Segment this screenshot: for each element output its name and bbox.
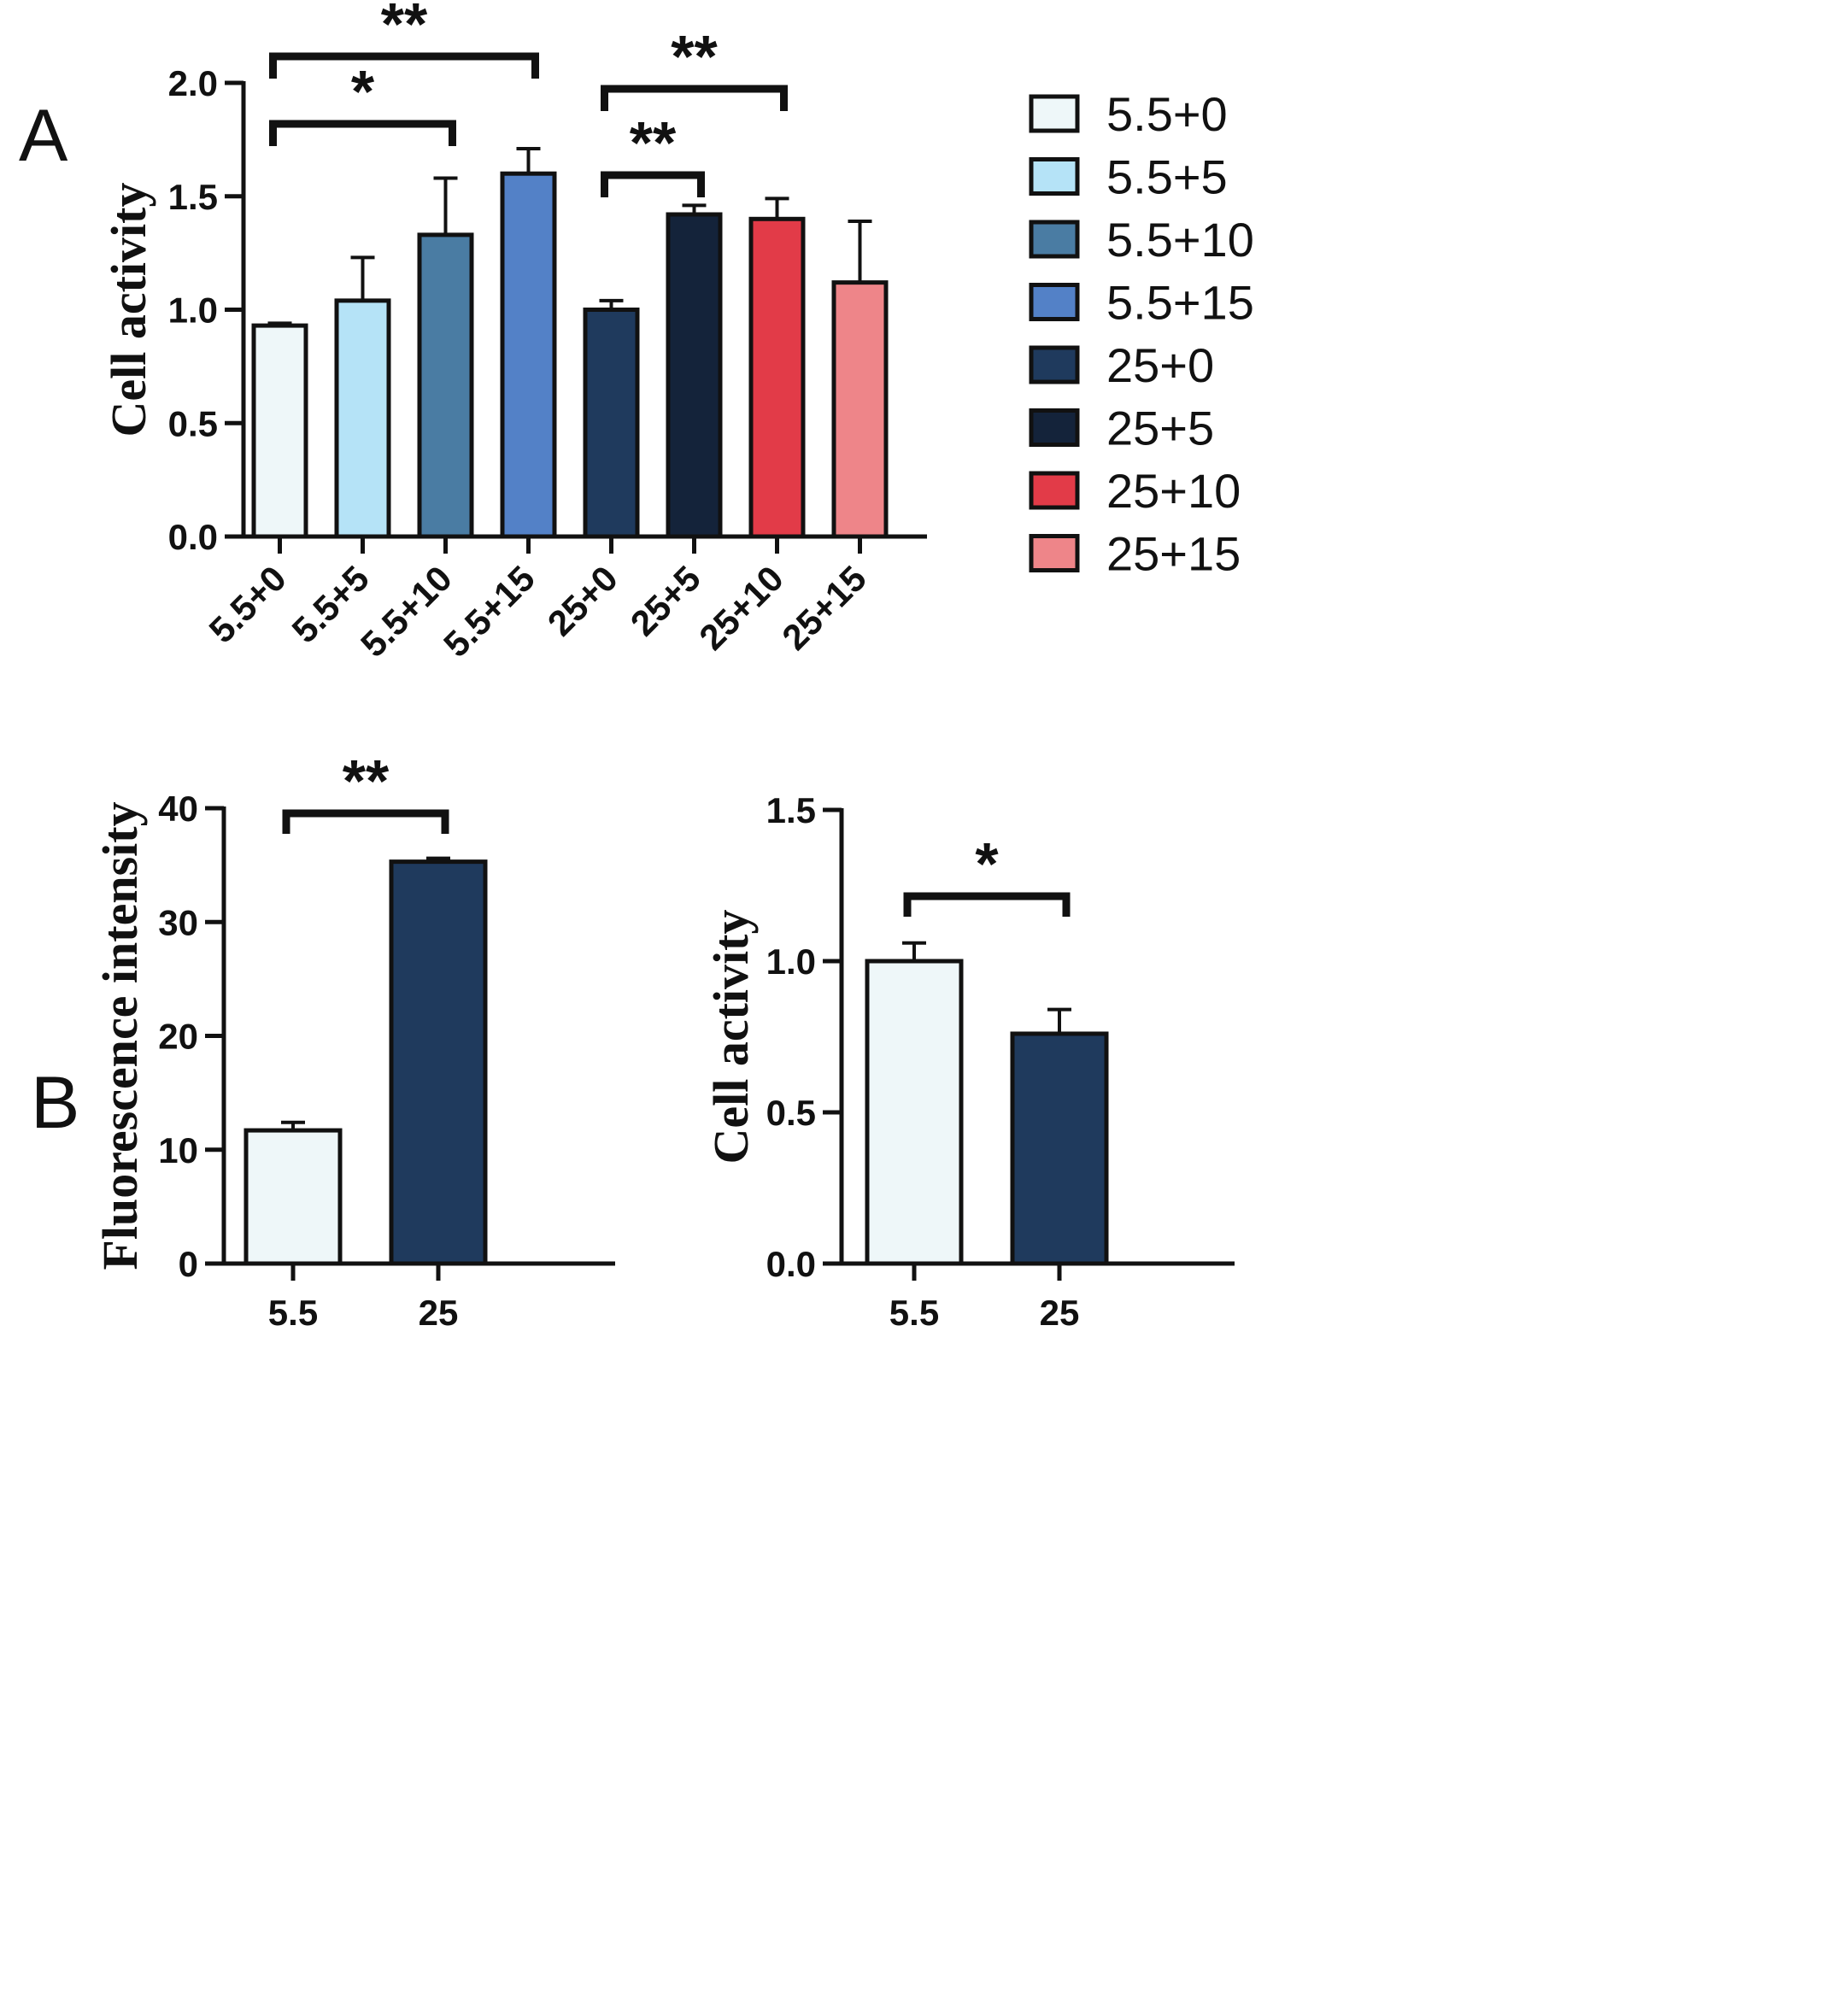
y-tick-label: 20 bbox=[158, 1017, 198, 1057]
legend-swatch bbox=[1029, 471, 1080, 510]
bar bbox=[389, 859, 488, 1266]
chart-c: 0.0 0.5 1.0 1.5 Cell activity 5.5 25 * bbox=[703, 790, 1235, 1333]
significance-label: ** bbox=[381, 0, 428, 57]
significance-bracket bbox=[269, 52, 539, 79]
bar bbox=[417, 232, 474, 539]
category-label: 25 bbox=[419, 1293, 459, 1333]
y-tick-label: 1.5 bbox=[168, 177, 218, 217]
legend-swatch bbox=[1029, 534, 1080, 572]
legend-label: 5.5+10 bbox=[1106, 213, 1254, 267]
category-label: 25+15 bbox=[774, 558, 874, 658]
bar bbox=[1010, 1031, 1109, 1266]
legend-label: 25+15 bbox=[1106, 527, 1241, 581]
y-tick-label: 0.5 bbox=[766, 1093, 816, 1133]
y-tick-label: 2.0 bbox=[168, 63, 218, 103]
significance-bracket bbox=[269, 120, 456, 146]
category-label: 5.5+0 bbox=[201, 558, 293, 650]
y-tick-label: 40 bbox=[158, 789, 198, 829]
significance-bracket bbox=[903, 892, 1071, 917]
y-axis-title: Fluorescence intensity bbox=[92, 801, 148, 1270]
bar bbox=[243, 1128, 343, 1266]
bar bbox=[666, 212, 723, 539]
legend-swatch bbox=[1029, 283, 1080, 321]
legend-label: 5.5+0 bbox=[1106, 87, 1228, 141]
category-label: 5.5 bbox=[268, 1293, 318, 1333]
y-tick-label: 30 bbox=[158, 902, 198, 942]
legend-label: 25+10 bbox=[1106, 464, 1241, 518]
legend-label: 25+0 bbox=[1106, 338, 1214, 392]
significance-label: * bbox=[351, 58, 375, 125]
significance-label: ** bbox=[343, 748, 390, 814]
y-axis-title: Cell activity bbox=[101, 183, 156, 437]
legend-swatch bbox=[1029, 345, 1080, 384]
panel-label-a: A bbox=[19, 95, 68, 177]
significance-bracket bbox=[601, 171, 705, 197]
bar bbox=[748, 216, 806, 539]
category-label: 5.5 bbox=[889, 1293, 939, 1333]
legend-swatch bbox=[1029, 94, 1080, 133]
y-tick-label: 1.0 bbox=[168, 290, 218, 331]
significance-bracket bbox=[282, 809, 449, 834]
bar bbox=[500, 171, 557, 539]
significance-label: * bbox=[975, 830, 999, 897]
bar bbox=[583, 308, 640, 539]
category-label: 25+10 bbox=[691, 558, 791, 658]
legend-swatch bbox=[1029, 408, 1080, 447]
bar bbox=[334, 298, 391, 539]
legend-swatch bbox=[1029, 220, 1080, 259]
significance-label: ** bbox=[630, 109, 677, 176]
bar bbox=[251, 323, 308, 539]
significance-label: ** bbox=[671, 23, 718, 90]
y-tick-label: 0.5 bbox=[168, 403, 218, 443]
legend-label: 25+5 bbox=[1106, 402, 1214, 455]
y-axis-title: Cell activity bbox=[703, 910, 759, 1164]
legend: 5.5+0 5.5+5 5.5+10 5.5+15 25+0 25+5 25+10 25+15 bbox=[1029, 87, 1254, 581]
y-tick-label: 10 bbox=[158, 1130, 198, 1170]
legend-label: 5.5+5 bbox=[1106, 150, 1228, 204]
y-tick-label: 0.0 bbox=[168, 517, 218, 557]
y-tick-label: 0 bbox=[179, 1244, 198, 1284]
category-label: 25+0 bbox=[540, 558, 625, 643]
bar bbox=[865, 959, 964, 1266]
legend-label: 5.5+15 bbox=[1106, 276, 1254, 330]
bar bbox=[831, 280, 889, 539]
category-label: 25 bbox=[1040, 1293, 1080, 1333]
category-label: 5.5+15 bbox=[436, 558, 543, 665]
panel-label-b: B bbox=[31, 1062, 79, 1144]
significance-bracket bbox=[601, 85, 788, 111]
y-tick-label: 0.0 bbox=[766, 1244, 816, 1284]
legend-swatch bbox=[1029, 157, 1080, 196]
y-tick-label: 1.0 bbox=[766, 941, 816, 982]
y-tick-label: 1.5 bbox=[766, 790, 816, 830]
category-label: 5.5+10 bbox=[353, 558, 460, 665]
